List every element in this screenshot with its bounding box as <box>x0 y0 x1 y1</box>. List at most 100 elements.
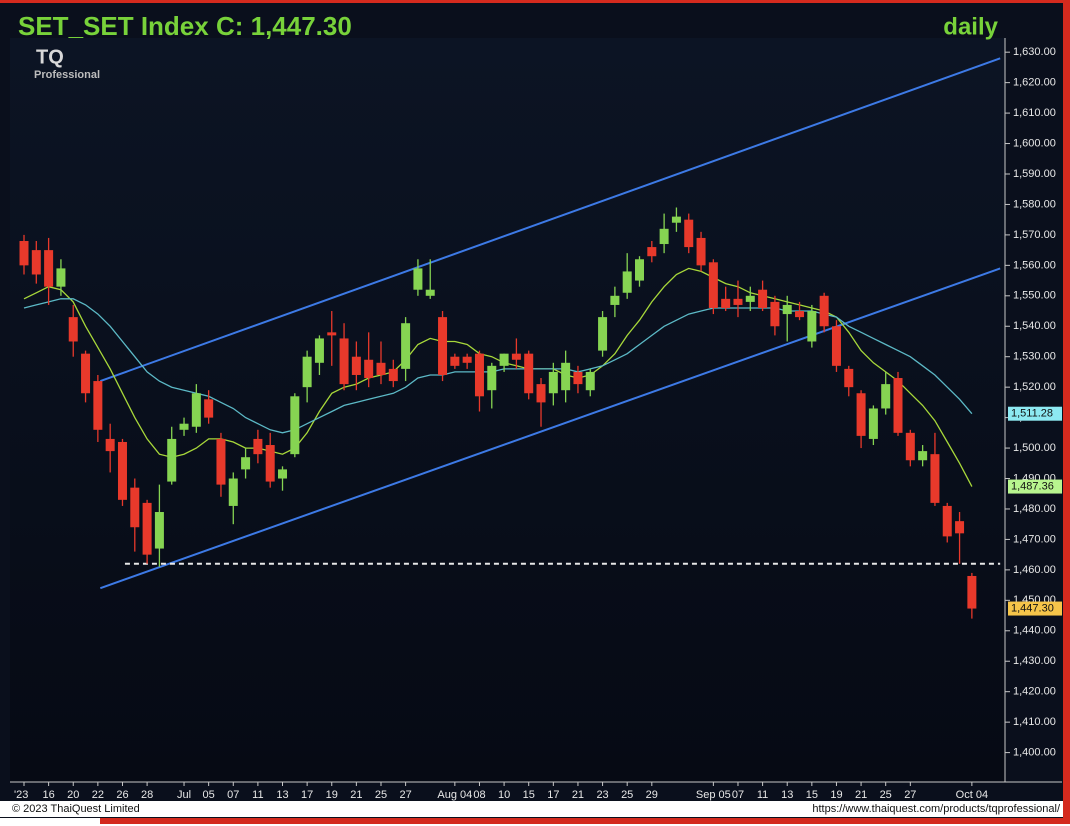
x-tick-label: 28 <box>141 789 153 801</box>
candle-body <box>819 295 829 327</box>
footer-bar <box>0 801 1063 817</box>
candle-body <box>622 271 632 293</box>
candle-body <box>19 240 29 266</box>
candle-body <box>708 262 718 308</box>
candle-body <box>265 445 275 482</box>
candle-body <box>561 362 571 391</box>
x-tick-label: 11 <box>252 789 263 801</box>
candle-body <box>376 362 386 375</box>
candle-body <box>856 393 866 436</box>
candle-body <box>585 371 595 391</box>
candle-body <box>290 396 300 455</box>
x-tick-label: 10 <box>498 789 510 801</box>
y-tick-label: 1,610.00 <box>1013 107 1056 119</box>
x-tick-label: 26 <box>116 789 128 801</box>
candle-body <box>967 575 977 609</box>
x-tick-label: 17 <box>301 789 313 801</box>
candle-body <box>191 393 201 427</box>
y-tick-label: 1,460.00 <box>1013 564 1056 576</box>
candle-body <box>167 438 177 482</box>
y-tick-label: 1,440.00 <box>1013 625 1056 637</box>
x-tick-label: 23 <box>596 789 608 801</box>
candle-body <box>524 353 534 394</box>
candle-body <box>339 338 349 385</box>
y-tick-label: 1,520.00 <box>1013 381 1056 393</box>
candle-body <box>487 365 497 391</box>
candle-body <box>351 356 361 375</box>
y-tick-label: 1,600.00 <box>1013 137 1056 149</box>
y-tick-label: 1,590.00 <box>1013 168 1056 180</box>
candle-body <box>905 432 915 461</box>
candle-body <box>81 353 91 394</box>
candle-body <box>438 317 448 375</box>
candle-body <box>462 356 472 363</box>
candle-body <box>573 371 583 385</box>
candle-body <box>881 384 891 409</box>
x-tick-label: 07 <box>732 789 744 801</box>
x-tick-label: 21 <box>572 789 584 801</box>
candle-body <box>955 521 965 534</box>
y-tick-label: 1,530.00 <box>1013 351 1056 363</box>
x-tick-label: 21 <box>350 789 362 801</box>
candle-body <box>659 228 669 245</box>
candle-body <box>364 359 374 379</box>
candle-body <box>450 356 460 366</box>
candle-body <box>241 457 251 470</box>
x-tick-label: 20 <box>67 789 79 801</box>
candle-body <box>548 371 558 394</box>
candle-body <box>388 368 398 382</box>
y-tick-label: 1,580.00 <box>1013 198 1056 210</box>
y-tick-label: 1,500.00 <box>1013 442 1056 454</box>
candle-body <box>647 247 657 257</box>
candle-body <box>893 378 903 433</box>
candle-body <box>930 454 940 503</box>
candle-body <box>179 423 189 430</box>
candle-body <box>598 317 608 351</box>
y-tick-label: 1,430.00 <box>1013 655 1056 667</box>
x-tick-label: 16 <box>42 789 54 801</box>
candle-body <box>142 502 152 555</box>
candle-body <box>474 353 484 397</box>
candle-body <box>918 451 928 461</box>
price-tag <box>1008 601 1062 616</box>
candle-body <box>770 301 780 327</box>
candle-body <box>216 438 226 485</box>
x-tick-label: 07 <box>227 789 239 801</box>
x-tick-label: 08 <box>473 789 485 801</box>
x-tick-label: Oct 04 <box>956 789 988 801</box>
x-tick-label: 11 <box>757 789 768 801</box>
candle-body <box>425 289 435 296</box>
y-tick-label: 1,420.00 <box>1013 686 1056 698</box>
y-tick-label: 1,400.00 <box>1013 746 1056 758</box>
candle-body <box>782 304 792 315</box>
candle-body <box>401 323 411 369</box>
price-tag <box>1008 479 1062 494</box>
y-tick-label: 1,630.00 <box>1013 46 1056 58</box>
border-right <box>1063 0 1070 822</box>
timeframe: daily <box>943 13 998 40</box>
candle-body <box>511 353 521 360</box>
x-tick-label: 25 <box>621 789 633 801</box>
candle-body <box>758 289 768 308</box>
x-tick-label: 25 <box>880 789 892 801</box>
candle-body <box>44 250 54 287</box>
x-tick-label: 25 <box>375 789 387 801</box>
candle-body <box>610 295 620 305</box>
price-tag-label: 1,511.28 <box>1011 408 1053 420</box>
moving-average-line <box>23 267 973 487</box>
chart-title: SET_SET Index C: 1,447.30 <box>18 11 352 41</box>
candle-body <box>831 326 841 366</box>
price-tag-label: 1,487.36 <box>1011 480 1054 492</box>
trendline <box>99 267 1001 590</box>
x-tick-label: Aug 04 <box>437 789 472 801</box>
copyright: © 2023 ThaiQuest Limited <box>12 803 140 815</box>
candle-body <box>671 216 681 223</box>
x-tick-label: 27 <box>904 789 916 801</box>
url: https://www.thaiquest.com/products/tqpro… <box>812 803 1061 815</box>
candle-body <box>117 441 127 500</box>
candle-body <box>868 408 878 439</box>
y-tick-label: 1,410.00 <box>1013 716 1056 728</box>
logo: TQ <box>36 46 64 68</box>
